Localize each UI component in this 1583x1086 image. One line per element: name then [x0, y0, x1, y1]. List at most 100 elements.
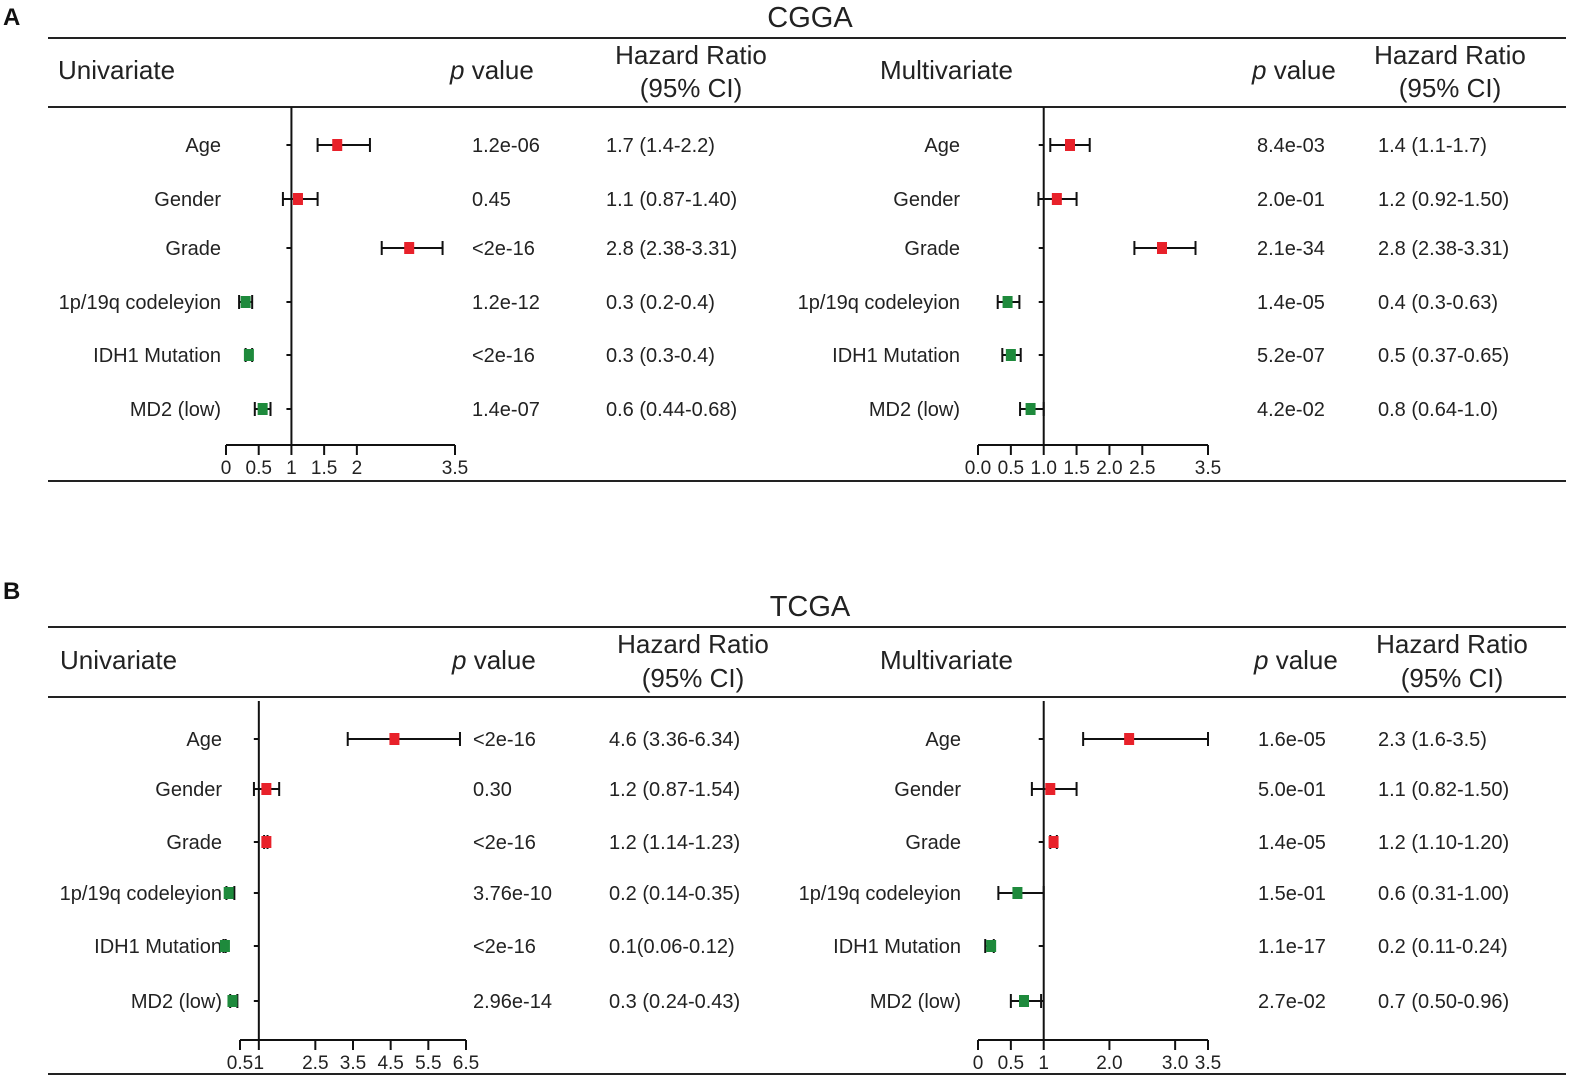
column-header-p-value: p value — [1251, 55, 1336, 85]
hazard-ratio-ci: 0.7 (0.50-0.96) — [1378, 991, 1509, 1013]
hazard-ratio-point — [257, 403, 268, 415]
hazard-ratio-ci: 1.2 (0.92-1.50) — [1378, 189, 1509, 211]
x-tick-label: 1.5 — [311, 458, 337, 479]
hazard-ratio-point — [404, 242, 415, 254]
hazard-ratio-ci: 0.3 (0.2-0.4) — [606, 292, 715, 314]
row-label: Gender — [155, 779, 222, 801]
p-value: 2.1e-34 — [1257, 238, 1325, 260]
hazard-ratio-ci: 2.8 (2.38-3.31) — [1378, 238, 1509, 260]
p-symbol: p — [1253, 645, 1268, 675]
column-header-variable: Multivariate — [880, 645, 1013, 675]
column-header-variable: Univariate — [58, 55, 175, 85]
hazard-ratio-ci: 0.2 (0.11-0.24) — [1378, 936, 1508, 958]
hazard-ratio-ci: 1.1 (0.82-1.50) — [1378, 779, 1509, 801]
hazard-ratio-point — [1012, 887, 1023, 899]
row-label: Age — [186, 729, 222, 751]
hazard-ratio-ci: 2.8 (2.38-3.31) — [606, 238, 737, 260]
p-value: 3.76e-10 — [473, 883, 552, 905]
column-header-hazard-ratio: Hazard Ratio — [615, 40, 767, 70]
x-tick-label: 0.5 — [998, 458, 1024, 479]
x-tick-label: 2.5 — [1129, 458, 1155, 479]
x-tick-label: 5.5 — [415, 1053, 441, 1074]
row-label: 1p/19q codeleyion — [798, 292, 960, 314]
p-value: 5.0e-01 — [1258, 779, 1326, 801]
x-tick-label: 3.5 — [442, 458, 468, 479]
x-tick-label: 3.0 — [1162, 1053, 1188, 1074]
x-tick-label: 3.5 — [340, 1053, 366, 1074]
x-tick-label: 2 — [352, 458, 363, 479]
x-tick-label: 0.5 — [227, 1053, 253, 1074]
p-value: <2e-16 — [472, 345, 535, 367]
column-header-ci: (95% CI) — [1399, 73, 1502, 103]
hazard-ratio-point — [1005, 349, 1016, 361]
row-label: MD2 (low) — [131, 991, 222, 1013]
hazard-ratio-ci: 1.2 (0.87-1.54) — [609, 779, 740, 801]
hazard-ratio-point — [1124, 733, 1135, 745]
hazard-ratio-point — [240, 296, 251, 308]
x-tick-label: 0 — [221, 458, 232, 479]
x-tick-label: 1.0 — [1031, 458, 1057, 479]
hazard-ratio-ci: 0.4 (0.3-0.63) — [1378, 292, 1498, 314]
hazard-ratio-point — [986, 940, 997, 952]
hazard-ratio-point — [1002, 296, 1013, 308]
column-header-variable: Univariate — [60, 645, 177, 675]
hazard-ratio-ci: 0.3 (0.24-0.43) — [609, 991, 740, 1013]
p-value: <2e-16 — [473, 729, 536, 751]
column-header-p-value: p value — [449, 55, 534, 85]
p-value: <2e-16 — [472, 238, 535, 260]
hazard-ratio-ci: 1.2 (1.10-1.20) — [1378, 832, 1509, 854]
p-value: 4.2e-02 — [1257, 399, 1325, 421]
p-value-word: value — [1268, 645, 1337, 675]
hazard-ratio-ci: 0.6 (0.44-0.68) — [606, 399, 737, 421]
x-tick-label: 0.0 — [965, 458, 991, 479]
x-tick-label: 1 — [286, 458, 297, 479]
p-value: 1.5e-01 — [1258, 883, 1326, 905]
hazard-ratio-point — [1051, 193, 1062, 205]
hazard-ratio-point — [1048, 836, 1059, 848]
p-value: 1.4e-07 — [472, 399, 540, 421]
p-value: 1.1e-17 — [1258, 936, 1326, 958]
x-tick-label: 2.0 — [1096, 1053, 1122, 1074]
row-label: IDH1 Mutation — [833, 936, 961, 958]
p-value-word: value — [466, 645, 535, 675]
column-header-p-value: p value — [1253, 645, 1338, 675]
hazard-ratio-point — [261, 836, 272, 848]
row-label: 1p/19q codeleyion — [59, 292, 221, 314]
p-value: 5.2e-07 — [1257, 345, 1325, 367]
x-tick-label: 0.5 — [998, 1053, 1024, 1074]
column-header-ci: (95% CI) — [642, 663, 745, 693]
column-header-variable: Multivariate — [880, 55, 1013, 85]
x-tick-label: 1.5 — [1063, 458, 1089, 479]
row-label: Age — [924, 135, 960, 157]
x-tick-label: 2.5 — [302, 1053, 328, 1074]
hazard-ratio-point — [1045, 783, 1056, 795]
row-label: Gender — [894, 779, 961, 801]
hazard-ratio-point — [292, 193, 303, 205]
hazard-ratio-ci: 0.6 (0.31-1.00) — [1378, 883, 1509, 905]
hazard-ratio-point — [1025, 403, 1036, 415]
column-header-ci: (95% CI) — [640, 73, 743, 103]
p-value: 2.96e-14 — [473, 991, 552, 1013]
hazard-ratio-point — [389, 733, 400, 745]
x-tick-label: 0.5 — [246, 458, 272, 479]
row-label: MD2 (low) — [870, 991, 961, 1013]
p-value: 2.7e-02 — [1258, 991, 1326, 1013]
row-label: Grade — [905, 832, 961, 854]
row-label: 1p/19q codeleyion — [799, 883, 961, 905]
x-tick-label: 6.5 — [453, 1053, 479, 1074]
column-header-p-value: p value — [451, 645, 536, 675]
row-label: Grade — [165, 238, 221, 260]
panel-letter: A — [3, 4, 20, 31]
column-header-ci: (95% CI) — [1401, 663, 1504, 693]
hazard-ratio-ci: 0.2 (0.14-0.35) — [609, 883, 740, 905]
hazard-ratio-point — [1157, 242, 1167, 254]
hazard-ratio-ci: 1.4 (1.1-1.7) — [1378, 135, 1487, 157]
column-header-hazard-ratio: Hazard Ratio — [1376, 629, 1528, 659]
hazard-ratio-ci: 1.2 (1.14-1.23) — [609, 832, 740, 854]
row-label: MD2 (low) — [869, 399, 960, 421]
x-tick-label: 0 — [973, 1053, 984, 1074]
p-value: 0.30 — [473, 779, 512, 801]
panel-letter: B — [3, 578, 20, 605]
p-value: 1.2e-06 — [472, 135, 540, 157]
